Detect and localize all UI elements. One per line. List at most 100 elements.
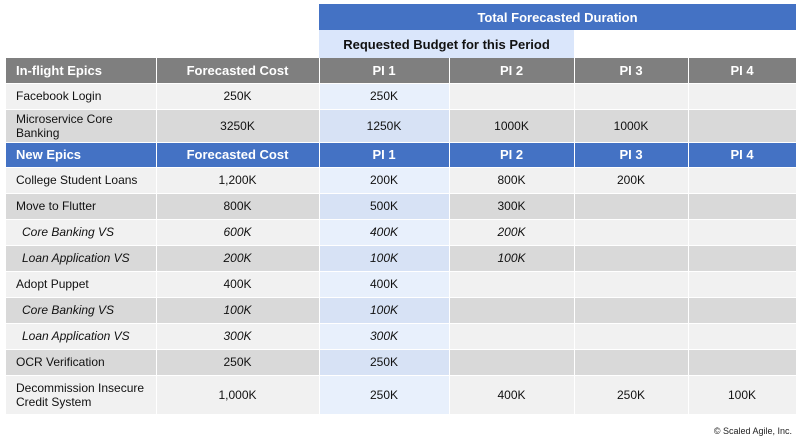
table-row: Core Banking VS 100K 100K bbox=[6, 297, 797, 324]
pi2-value bbox=[449, 83, 575, 110]
epic-name: OCR Verification bbox=[6, 349, 157, 376]
pi4-value: 100K bbox=[688, 375, 797, 415]
budget-table: Total Forecasted Duration Requested Budg… bbox=[6, 4, 797, 415]
inflight-header-row: In-flight Epics Forecasted Cost PI 1 PI … bbox=[6, 58, 797, 84]
new-epics-header: New Epics bbox=[6, 142, 157, 168]
forecasted-cost: 250K bbox=[156, 83, 320, 110]
forecasted-cost-header: Forecasted Cost bbox=[156, 142, 320, 168]
epic-name: Microservice Core Banking bbox=[6, 109, 157, 143]
pi4-value bbox=[688, 349, 797, 376]
pi4-header: PI 4 bbox=[688, 58, 797, 84]
forecasted-cost: 200K bbox=[156, 245, 320, 272]
pi2-header: PI 2 bbox=[449, 142, 575, 168]
pi2-value: 400K bbox=[449, 375, 575, 415]
requested-budget-row: Requested Budget for this Period bbox=[6, 30, 796, 58]
forecasted-cost: 400K bbox=[156, 271, 320, 298]
pi3-header: PI 3 bbox=[574, 142, 689, 168]
epic-name: Loan Application VS bbox=[6, 245, 157, 272]
blank-cell bbox=[156, 4, 319, 30]
epic-name: Decommission Insecure Credit System bbox=[6, 375, 157, 415]
pi4-value bbox=[688, 109, 797, 143]
pi4-value bbox=[688, 219, 797, 246]
forecasted-cost: 250K bbox=[156, 349, 320, 376]
pi1-value: 1250K bbox=[319, 109, 450, 143]
requested-budget-header: Requested Budget for this Period bbox=[319, 30, 574, 58]
duration-header-row: Total Forecasted Duration bbox=[6, 4, 796, 30]
forecasted-cost: 1,200K bbox=[156, 167, 320, 194]
table-row: Move to Flutter 800K 500K 300K bbox=[6, 193, 797, 220]
table-row: Facebook Login 250K 250K bbox=[6, 83, 797, 110]
pi2-value bbox=[449, 349, 575, 376]
epic-name: Adopt Puppet bbox=[6, 271, 157, 298]
epic-name: Core Banking VS bbox=[6, 297, 157, 324]
table-row: Decommission Insecure Credit System 1,00… bbox=[6, 375, 797, 415]
pi3-value bbox=[574, 271, 689, 298]
pi4-value bbox=[688, 245, 797, 272]
copyright-notice: © Scaled Agile, Inc. bbox=[713, 426, 792, 436]
pi3-value bbox=[574, 219, 689, 246]
pi1-value: 500K bbox=[319, 193, 450, 220]
pi4-value bbox=[688, 83, 797, 110]
pi1-value: 300K bbox=[319, 323, 450, 350]
forecasted-cost: 800K bbox=[156, 193, 320, 220]
inflight-epics-header: In-flight Epics bbox=[6, 58, 157, 84]
new-epics-header-row: New Epics Forecasted Cost PI 1 PI 2 PI 3… bbox=[6, 142, 797, 168]
forecasted-cost: 100K bbox=[156, 297, 320, 324]
pi2-value: 100K bbox=[449, 245, 575, 272]
pi2-value: 200K bbox=[449, 219, 575, 246]
epic-name: Facebook Login bbox=[6, 83, 157, 110]
pi1-value: 400K bbox=[319, 271, 450, 298]
table-row: Adopt Puppet 400K 400K bbox=[6, 271, 797, 298]
pi4-value bbox=[688, 167, 797, 194]
pi3-value bbox=[574, 297, 689, 324]
pi3-header: PI 3 bbox=[574, 58, 689, 84]
epic-name: Loan Application VS bbox=[6, 323, 157, 350]
pi3-value: 1000K bbox=[574, 109, 689, 143]
pi3-value bbox=[574, 349, 689, 376]
pi2-value: 800K bbox=[449, 167, 575, 194]
pi3-value bbox=[574, 83, 689, 110]
pi4-header: PI 4 bbox=[688, 142, 797, 168]
forecasted-cost: 1,000K bbox=[156, 375, 320, 415]
blank-cell bbox=[156, 30, 319, 58]
pi1-value: 250K bbox=[319, 375, 450, 415]
table-row: Loan Application VS 200K 100K 100K bbox=[6, 245, 797, 272]
pi4-value bbox=[688, 297, 797, 324]
total-forecasted-duration-header: Total Forecasted Duration bbox=[319, 4, 796, 30]
pi1-header: PI 1 bbox=[319, 142, 450, 168]
forecasted-cost: 600K bbox=[156, 219, 320, 246]
pi3-value: 250K bbox=[574, 375, 689, 415]
pi4-value bbox=[688, 323, 797, 350]
pi3-value: 200K bbox=[574, 167, 689, 194]
pi2-value bbox=[449, 271, 575, 298]
blank-cell bbox=[6, 4, 156, 30]
pi1-header: PI 1 bbox=[319, 58, 450, 84]
pi3-value bbox=[574, 245, 689, 272]
pi2-value: 300K bbox=[449, 193, 575, 220]
pi2-value bbox=[449, 297, 575, 324]
table-row: Microservice Core Banking 3250K 1250K 10… bbox=[6, 109, 797, 143]
pi1-value: 400K bbox=[319, 219, 450, 246]
epic-name: Move to Flutter bbox=[6, 193, 157, 220]
pi1-value: 100K bbox=[319, 245, 450, 272]
table-row: Loan Application VS 300K 300K bbox=[6, 323, 797, 350]
table-row: OCR Verification 250K 250K bbox=[6, 349, 797, 376]
pi3-value bbox=[574, 193, 689, 220]
pi4-value bbox=[688, 193, 797, 220]
pi3-value bbox=[574, 323, 689, 350]
blank-cell bbox=[688, 30, 796, 58]
epic-name: Core Banking VS bbox=[6, 219, 157, 246]
pi1-value: 250K bbox=[319, 349, 450, 376]
forecasted-cost: 3250K bbox=[156, 109, 320, 143]
pi2-value bbox=[449, 323, 575, 350]
pi1-value: 100K bbox=[319, 297, 450, 324]
pi4-value bbox=[688, 271, 797, 298]
forecasted-cost: 300K bbox=[156, 323, 320, 350]
pi1-value: 200K bbox=[319, 167, 450, 194]
forecasted-cost-header: Forecasted Cost bbox=[156, 58, 320, 84]
pi2-value: 1000K bbox=[449, 109, 575, 143]
table-row: College Student Loans 1,200K 200K 800K 2… bbox=[6, 167, 797, 194]
pi1-value: 250K bbox=[319, 83, 450, 110]
blank-cell bbox=[6, 30, 156, 58]
pi2-header: PI 2 bbox=[449, 58, 575, 84]
